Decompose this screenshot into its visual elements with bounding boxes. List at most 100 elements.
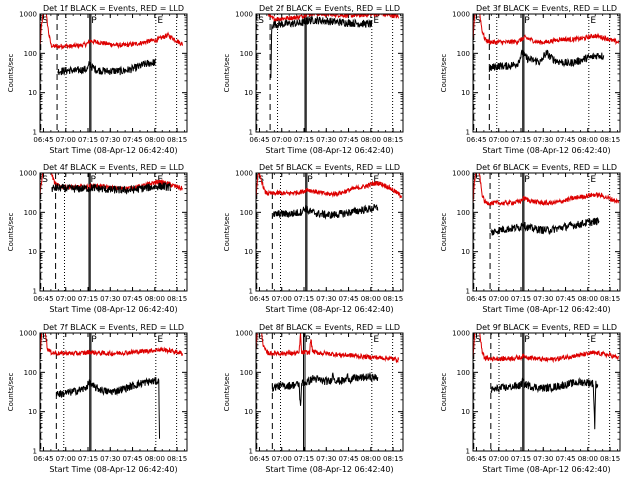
x-axis-label: Start Time (08-Apr-12 06:42:40): [265, 146, 393, 155]
x-tick-label: 07:45: [338, 455, 358, 463]
time-marker-label: S: [258, 16, 264, 26]
x-tick-label: 07:15: [294, 136, 314, 144]
y-tick-label: 1000: [452, 170, 470, 178]
x-tick-label: 06:45: [466, 136, 486, 144]
detector-panel: Det 9f BLACK = Events, RED = LLD Counts/s…: [440, 323, 621, 474]
lld-trace: [40, 333, 184, 357]
plot-frame: [472, 13, 621, 133]
y-tick-label: 1: [466, 448, 470, 456]
x-tick-label: 07:00: [489, 455, 509, 463]
plot-frame: [255, 172, 404, 292]
x-tick-label: 06:45: [466, 455, 486, 463]
events-trace: [55, 377, 161, 439]
x-tick-label: 08:00: [145, 295, 165, 303]
x-tick-label: 07:00: [272, 295, 292, 303]
x-tick-label: 08:15: [600, 295, 620, 303]
x-axis-label: Start Time (08-Apr-12 06:42:40): [482, 146, 610, 155]
events-trace: [57, 58, 157, 76]
x-axis-label: Start Time (08-Apr-12 06:42:40): [49, 465, 177, 474]
y-tick-label: 1000: [19, 170, 37, 178]
x-axis-label: Start Time (08-Apr-12 06:42:40): [265, 465, 393, 474]
detector-panel: Det 3f BLACK = Events, RED = LLD Counts/s…: [440, 4, 621, 155]
panel-title: Det 4f BLACK = Events, RED = LLD: [43, 163, 184, 172]
x-tick-label: 07:15: [294, 295, 314, 303]
x-tick-label: 06:45: [466, 295, 486, 303]
x-tick-label: 07:30: [100, 295, 120, 303]
y-tick-label: 1: [249, 288, 253, 296]
x-tick-label: 07:30: [100, 455, 120, 463]
lld-trace: [473, 333, 620, 364]
time-marker-label: P: [91, 175, 97, 185]
x-tick-label: 07:30: [533, 455, 553, 463]
x-axis-label: Start Time (08-Apr-12 06:42:40): [265, 305, 393, 314]
x-tick-label: 07:30: [533, 295, 553, 303]
y-axis-label: Counts/sec: [7, 54, 15, 93]
y-tick-label: 10: [28, 408, 37, 416]
x-tick-label: 07:30: [316, 455, 336, 463]
time-marker-label: E: [590, 335, 596, 345]
x-tick-label: 08:15: [600, 136, 620, 144]
x-tick-label: 07:00: [272, 455, 292, 463]
y-tick-label: 1000: [19, 11, 37, 19]
time-marker-label: E: [373, 335, 379, 345]
detector-panel: Det 8f BLACK = Events, RED = LLD Counts/s…: [223, 323, 404, 474]
x-tick-label: 08:15: [167, 455, 187, 463]
x-tick-label: 07:45: [555, 295, 575, 303]
time-marker-label: P: [524, 16, 530, 26]
events-trace: [490, 376, 599, 430]
x-tick-label: 07:15: [78, 136, 98, 144]
time-marker-label: P: [524, 175, 530, 185]
x-tick-label: 07:15: [511, 295, 531, 303]
y-tick-label: 10: [461, 89, 470, 97]
y-tick-label: 100: [24, 50, 37, 58]
x-tick-label: 07:15: [511, 455, 531, 463]
x-tick-label: 08:00: [361, 295, 381, 303]
lld-trace: [473, 14, 620, 46]
x-tick-label: 08:00: [578, 136, 598, 144]
y-tick-label: 1000: [235, 170, 253, 178]
detector-panel: Det 5f BLACK = Events, RED = LLD Counts/s…: [223, 163, 404, 314]
y-tick-label: 100: [457, 209, 470, 217]
detector-panel: Det 6f BLACK = Events, RED = LLD Counts/s…: [440, 163, 621, 314]
lld-trace: [256, 14, 400, 23]
detector-panel: Det 2f BLACK = Events, RED = LLD Counts/s…: [223, 4, 404, 155]
x-tick-label: 06:45: [33, 455, 53, 463]
y-tick-label: 10: [28, 89, 37, 97]
x-tick-label: 07:30: [100, 136, 120, 144]
events-trace: [270, 15, 373, 79]
y-tick-label: 1: [249, 129, 253, 137]
x-tick-label: 07:00: [56, 136, 76, 144]
x-tick-label: 06:45: [249, 455, 269, 463]
y-axis-label: Counts/sec: [7, 373, 15, 412]
x-tick-label: 08:00: [145, 136, 165, 144]
time-marker-label: P: [307, 16, 313, 26]
y-tick-label: 1: [466, 288, 470, 296]
y-tick-label: 100: [24, 209, 37, 217]
x-tick-label: 07:15: [294, 455, 314, 463]
y-tick-label: 100: [240, 369, 253, 377]
y-tick-label: 10: [244, 248, 253, 256]
y-tick-label: 100: [240, 50, 253, 58]
time-marker-label: P: [524, 335, 530, 345]
y-tick-label: 1: [33, 129, 37, 137]
lld-trace: [256, 173, 403, 199]
x-tick-label: 07:45: [338, 295, 358, 303]
plot-frame: [39, 332, 188, 452]
y-tick-label: 100: [240, 209, 253, 217]
y-tick-label: 10: [461, 248, 470, 256]
x-tick-label: 07:30: [316, 295, 336, 303]
y-tick-label: 100: [457, 369, 470, 377]
events-trace: [271, 371, 379, 406]
lld-trace: [256, 333, 400, 364]
panel-title: Det 8f BLACK = Events, RED = LLD: [259, 323, 400, 332]
lld-trace: [473, 173, 620, 207]
x-tick-label: 08:00: [361, 455, 381, 463]
x-axis-label: Start Time (08-Apr-12 06:42:40): [482, 305, 610, 314]
x-tick-label: 07:15: [511, 136, 531, 144]
x-tick-label: 07:45: [555, 455, 575, 463]
events-trace: [488, 49, 605, 72]
time-marker-label: S: [42, 16, 48, 26]
y-axis-label: Counts/sec: [223, 213, 231, 252]
x-tick-label: 06:45: [33, 295, 53, 303]
